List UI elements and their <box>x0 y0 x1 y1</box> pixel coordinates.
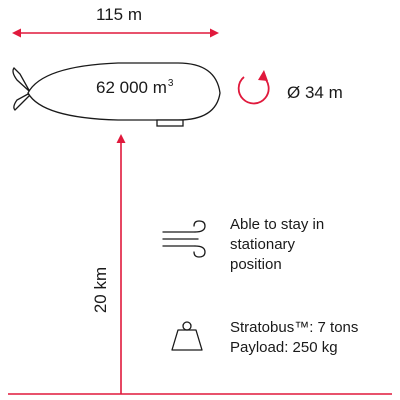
airship <box>12 62 221 127</box>
altitude-label: 20 km <box>91 266 110 314</box>
volume-value: 62 000 m <box>96 78 167 97</box>
lower-tail-fin <box>13 93 32 111</box>
volume-unit-superscript: 3 <box>167 78 174 90</box>
stationary-feature-text: Able to stay in stationary position <box>230 216 325 273</box>
airship-envelope <box>27 62 221 121</box>
upper-tail-fin <box>12 67 31 93</box>
weight-feature-text: Stratobus™: 7 tons Payload: 250 kg <box>230 319 359 356</box>
diameter-label: Ø 34 m <box>287 83 343 102</box>
altitude-arrow <box>116 134 126 394</box>
length-label: 115 m <box>96 5 142 24</box>
wind-icon <box>162 220 206 258</box>
volume-label: 62 000 m3 <box>96 78 173 98</box>
rotation-arrow-icon <box>237 70 270 105</box>
length-arrow <box>12 28 219 38</box>
weight-icon <box>171 321 203 351</box>
gondola <box>156 119 184 127</box>
